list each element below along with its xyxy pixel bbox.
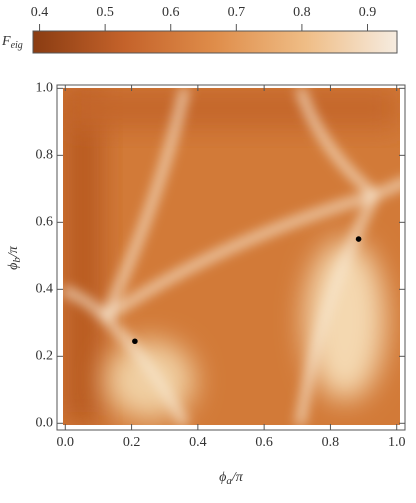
x-label-part: ϕ — [219, 470, 226, 485]
colorbar-label-sub: eig — [11, 40, 23, 51]
x-tick-label: 0.2 — [123, 435, 141, 450]
point — [132, 338, 138, 345]
y-tick-label: 0.2 — [36, 349, 54, 364]
colorbar-label-main: F — [1, 34, 11, 49]
colorbar-tick-label: 0.8 — [293, 5, 311, 20]
plot-frame — [56, 84, 406, 431]
y-tick-label: 0.8 — [36, 148, 54, 163]
x-axis-label: ϕa/π — [219, 470, 244, 486]
x-tick-label: 1.0 — [388, 435, 406, 450]
colorbar-tick-label: 0.9 — [359, 5, 377, 20]
colorbar-tick-label: 0.5 — [96, 5, 114, 20]
colorbar-tick-label: 0.7 — [228, 5, 246, 20]
y-label-part: /π — [6, 245, 21, 258]
x-tick-label: 0.6 — [255, 435, 273, 450]
point — [355, 236, 362, 242]
y-axis-label: ϕb/π — [6, 245, 22, 270]
y-tick-label: 1.0 — [36, 81, 54, 96]
colorbar — [32, 30, 398, 54]
x-tick-label: 0.4 — [189, 435, 207, 450]
y-tick-label: 0.6 — [36, 215, 54, 230]
y-tick-label: 0.4 — [36, 282, 54, 297]
y-label-part: b — [11, 257, 23, 263]
colorbar-label: Feig — [1, 34, 23, 51]
x-label-part: a — [226, 475, 232, 487]
y-label-part: ϕ — [6, 263, 21, 270]
colorbar-tick-label: 0.6 — [162, 5, 180, 20]
x-label-part: /π — [231, 470, 244, 485]
x-tick-label: 0.8 — [322, 435, 340, 450]
heatmap — [63, 88, 400, 425]
y-tick-label: 0.0 — [36, 416, 54, 431]
x-tick-label: 0.0 — [57, 435, 75, 450]
colorbar-tick-label: 0.4 — [31, 5, 49, 20]
